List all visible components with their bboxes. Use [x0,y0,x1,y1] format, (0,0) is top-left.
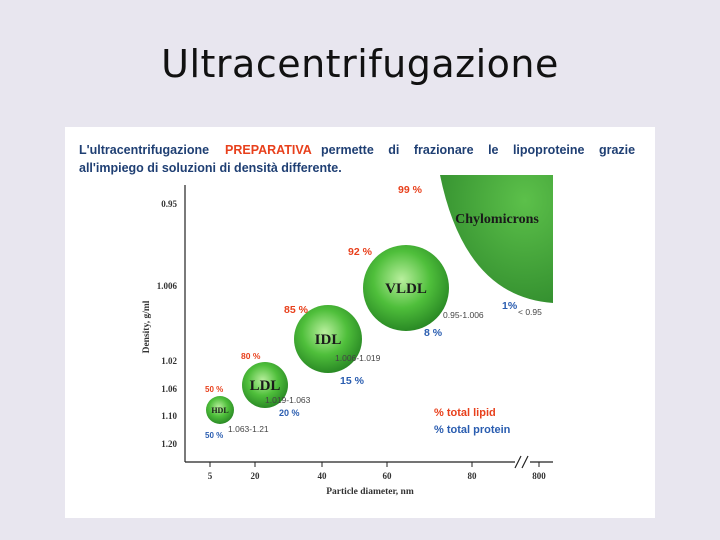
x-tick-label: 800 [532,471,546,481]
lipoprotein-chart: L'ultracentrifugazione PREPARATIVA perme… [79,143,635,497]
axis-break-mark [514,455,522,469]
intro-line-1: L'ultracentrifugazione PREPARATIVA perme… [79,143,635,157]
x-tick-labels: 5 20 40 60 80 800 [208,462,546,481]
y-axis-label: Density, g/ml [142,300,152,353]
legend-protein: % total protein [434,424,511,436]
intro-part-2: permette di frazionare le lipoproteine g… [321,143,635,157]
y-tick-label: 1.10 [161,411,177,421]
intro-line-2: all'impiego di soluzioni di densità diff… [79,161,342,175]
chylomicrons-protein: 1% [502,300,518,312]
y-tick-label: 1.006 [157,281,178,291]
density-ranges: 1.063-1.21 1.019-1.063 1.006-1.019 0.95-… [228,307,542,434]
legend-lipid: % total lipid [434,407,496,419]
vldl-protein: 8 % [424,327,443,339]
y-tick-label: 0.95 [161,199,177,209]
ldl-label: LDL [250,378,281,394]
x-tick-label: 5 [208,471,213,481]
chylomicrons-shape [440,175,553,303]
idl-protein: 15 % [340,375,365,387]
ldl-particle [242,362,288,408]
vldl-particle [363,245,449,331]
idl-label: IDL [315,332,342,348]
hdl-protein: 50 % [205,431,223,440]
protein-percentages: 50 % 20 % 15 % 8 % 1% [205,300,518,440]
y-tick-label: 1.02 [161,356,177,366]
slide-title: Ultracentrifugazione [161,42,559,86]
x-tick-label: 40 [318,471,328,481]
hdl-label: HDL [211,406,228,415]
ldl-density: 1.019-1.063 [265,395,311,405]
y-tick-label: 1.20 [161,439,177,449]
intro-highlight: PREPARATIVA [225,143,312,157]
idl-density: 1.006-1.019 [335,353,381,363]
y-tick-label: 1.06 [161,384,177,394]
chylomicrons-density: < 0.95 [518,307,542,317]
vldl-label: VLDL [385,281,427,297]
idl-particle [294,305,362,373]
hdl-lipid: 50 % [205,385,223,394]
idl-lipid: 85 % [284,304,309,316]
chylomicrons-lipid: 99 % [398,184,423,196]
hdl-density: 1.063-1.21 [228,424,269,434]
x-tick-label: 80 [468,471,478,481]
chylomicrons-label: Chylomicrons [455,212,539,227]
axis-break-mark [521,455,529,469]
vldl-lipid: 92 % [348,246,373,258]
legend: % total lipid % total protein [434,407,511,436]
vldl-density: 0.95-1.006 [443,310,484,320]
hdl-particle [206,396,234,424]
lipoprotein-figure: L'ultracentrifugazione PREPARATIVA perme… [65,127,655,518]
x-tick-label: 60 [383,471,393,481]
lipid-percentages: 50 % 80 % 85 % 92 % 99 % [205,184,423,394]
x-tick-label: 20 [251,471,261,481]
ldl-protein: 20 % [279,408,300,418]
ldl-lipid: 80 % [241,351,261,361]
x-axis-label: Particle diameter, nm [326,487,414,497]
intro-part-1: L'ultracentrifugazione [79,143,209,157]
y-tick-labels: 0.95 1.006 1.02 1.06 1.10 1.20 [157,199,178,449]
